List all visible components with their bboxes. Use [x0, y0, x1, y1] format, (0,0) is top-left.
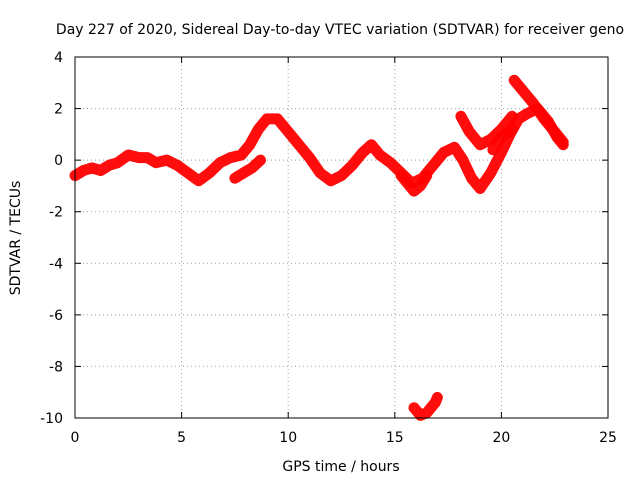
axis-ticks: [74, 56, 609, 419]
y-tick-label: -2: [49, 205, 63, 221]
x-axis-label: GPS time / hours: [282, 459, 399, 475]
x-tick-label: 0: [71, 430, 80, 446]
x-tick-label: 10: [279, 430, 297, 446]
sdtvar-series-line: [408, 391, 443, 421]
sdtvar-series-line: [229, 154, 266, 184]
sdtvar-series-line: [69, 103, 569, 194]
y-tick-label: 2: [54, 102, 63, 118]
y-tick-label: -8: [49, 359, 63, 375]
x-tick-label: 5: [177, 430, 186, 446]
y-tick-label: -6: [49, 308, 63, 324]
y-axis-label: SDTVAR / TECUs: [8, 181, 24, 296]
y-tick-label: 4: [54, 50, 63, 66]
sdtvar-series-line: [455, 110, 518, 151]
x-tick-label: 15: [386, 430, 404, 446]
grid-lines: [75, 57, 608, 418]
sdtvar-series-line: [508, 74, 569, 148]
x-tick-label: 25: [599, 430, 617, 446]
sdtvar-series-line: [395, 170, 433, 197]
plot-frame: [74, 56, 609, 419]
y-tick-label: -4: [49, 256, 63, 272]
tick-labels: 0 5 10 15 20 25 -10 -8 -6 -4 -2 0 2 4: [40, 50, 617, 446]
y-tick-label: 0: [54, 153, 63, 169]
sdtvar-series-line: [487, 123, 518, 156]
y-tick-label: -10: [40, 411, 63, 427]
chart-title: Day 227 of 2020, Sidereal Day-to-day VTE…: [56, 22, 624, 38]
x-tick-label: 20: [492, 430, 510, 446]
data-series-group: [69, 74, 569, 421]
